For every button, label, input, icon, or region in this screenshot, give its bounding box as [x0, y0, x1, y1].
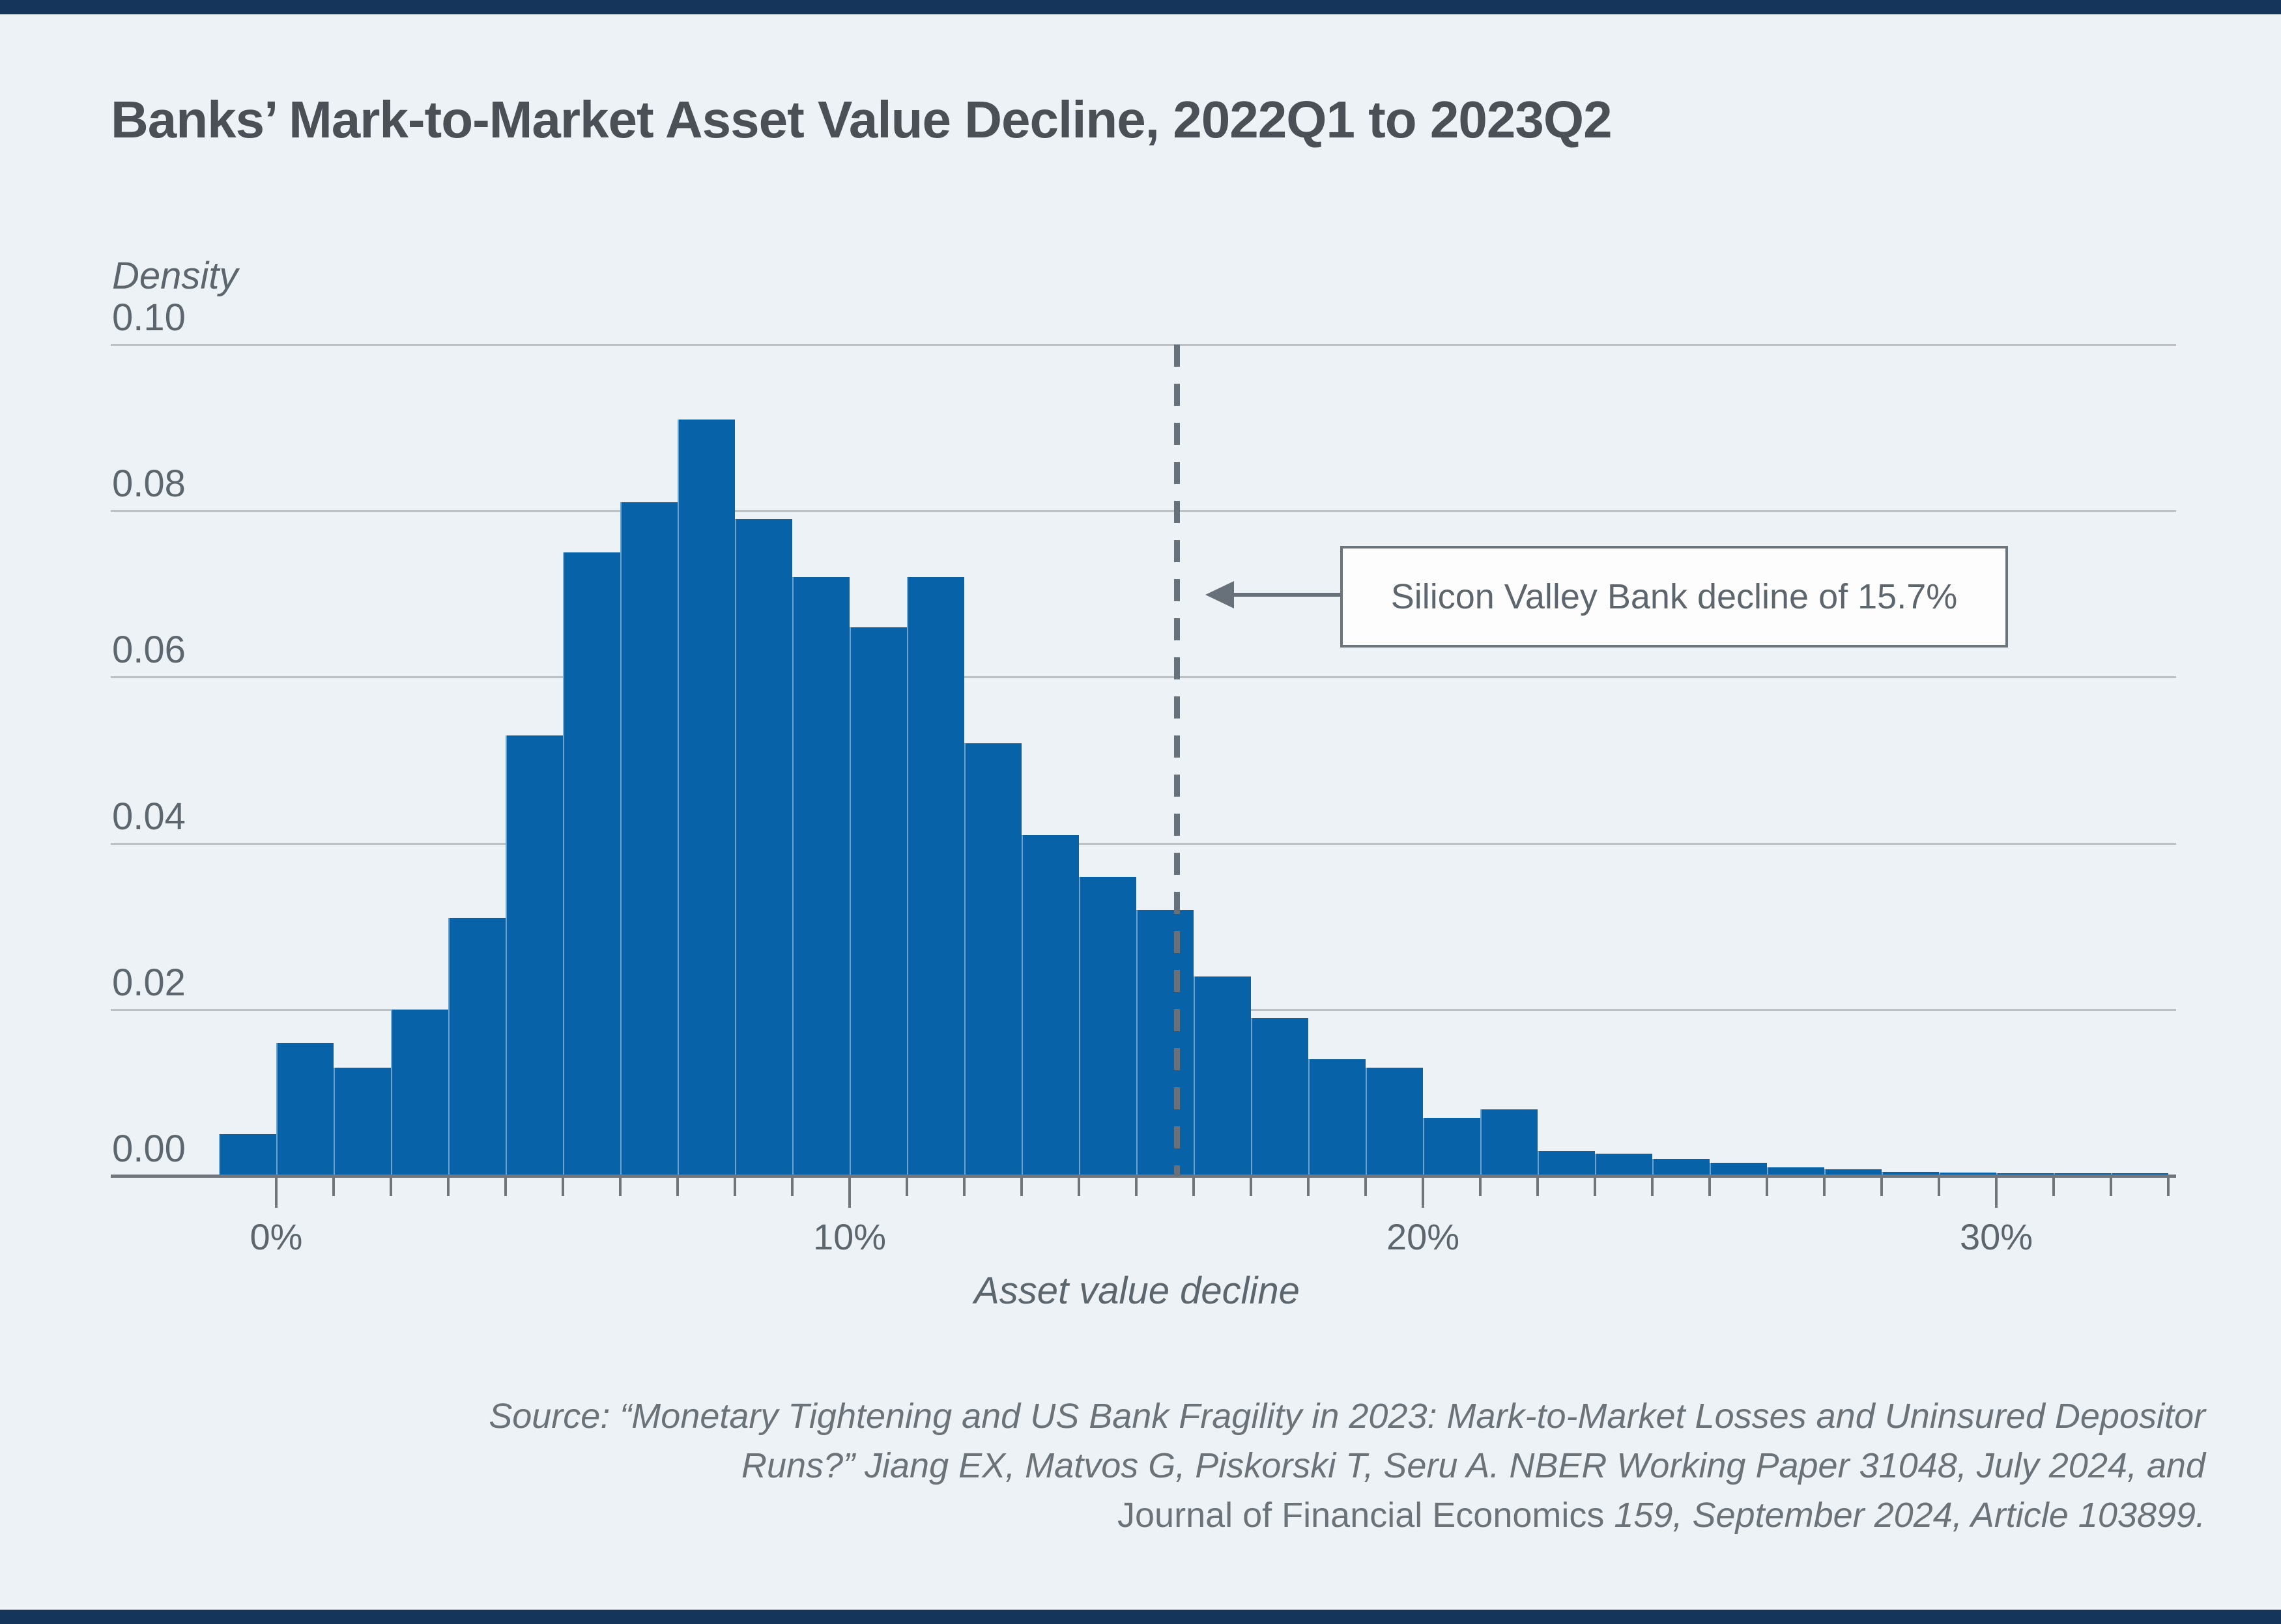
histogram-bar	[678, 420, 735, 1176]
histogram-bar	[391, 1010, 448, 1176]
histogram-bar	[506, 735, 563, 1176]
histogram-bar	[735, 519, 792, 1176]
x-tick	[1766, 1178, 1768, 1196]
x-tick-label: 30%	[1959, 1216, 2033, 1257]
x-tick	[2110, 1178, 2112, 1196]
x-axis-baseline	[111, 1175, 2176, 1178]
x-tick	[1594, 1178, 1596, 1196]
histogram-bar	[1366, 1068, 1423, 1176]
histogram-bar	[1308, 1059, 1366, 1176]
histogram-bar	[276, 1043, 334, 1176]
x-tick	[791, 1178, 794, 1196]
x-tick	[1307, 1178, 1310, 1196]
x-tick	[1823, 1178, 1826, 1196]
x-tick	[332, 1178, 335, 1196]
gridline	[111, 344, 2176, 346]
y-axis-title: Density	[112, 255, 238, 297]
histogram-bar	[1079, 877, 1136, 1176]
x-tick	[1078, 1178, 1080, 1196]
histogram-bar	[792, 577, 850, 1176]
y-tick-label: 0.00	[112, 1128, 186, 1170]
x-tick	[1020, 1178, 1023, 1196]
source-line-3-rest: 159, September 2024, Article 103899.	[1604, 1496, 2205, 1535]
histogram-bar	[1251, 1018, 1308, 1176]
x-tick	[906, 1178, 908, 1196]
histogram-bar	[219, 1134, 276, 1176]
chart-title: Banks’ Mark-to-Market Asset Value Declin…	[111, 91, 1613, 149]
x-tick	[562, 1178, 564, 1196]
x-tick	[1536, 1178, 1539, 1196]
x-tick	[1422, 1178, 1424, 1208]
y-tick-label: 0.06	[112, 629, 186, 672]
histogram-bar	[1595, 1154, 1652, 1176]
histogram-bar	[1824, 1169, 1882, 1176]
histogram-bar	[964, 743, 1022, 1176]
x-tick	[2167, 1178, 2170, 1196]
histogram-bar	[1939, 1173, 1996, 1176]
histogram-bar	[1136, 910, 1194, 1176]
x-tick	[1364, 1178, 1367, 1196]
x-tick	[1135, 1178, 1138, 1196]
x-tick	[848, 1178, 851, 1208]
histogram-bar	[1022, 835, 1079, 1176]
annotation-arrow-line	[1231, 593, 1342, 597]
x-tick	[1995, 1178, 1998, 1208]
source-line: Source: “Monetary Tightening and US Bank…	[489, 1397, 2205, 1436]
histogram-bar	[1538, 1151, 1595, 1176]
histogram-bar	[1480, 1109, 1538, 1176]
source-citation: Source: “Monetary Tightening and US Bank…	[489, 1391, 2205, 1540]
x-tick	[1938, 1178, 1940, 1196]
x-tick	[1250, 1178, 1252, 1196]
x-tick	[1880, 1178, 1883, 1196]
x-tick	[1479, 1178, 1482, 1196]
x-tick-label: 0%	[250, 1216, 303, 1257]
histogram-bar	[1710, 1163, 1767, 1176]
y-tick-label: 0.04	[112, 795, 186, 838]
x-tick	[963, 1178, 966, 1196]
histogram-bar	[907, 577, 964, 1176]
x-tick	[390, 1178, 392, 1196]
x-tick-label: 20%	[1386, 1216, 1460, 1257]
histogram-bar	[620, 502, 678, 1176]
histogram-bar	[1882, 1172, 1939, 1176]
x-tick	[1192, 1178, 1195, 1196]
histogram-bar	[1423, 1118, 1480, 1176]
top-accent-bar	[0, 0, 2281, 14]
histogram-bar	[448, 918, 506, 1176]
source-line: Journal of Financial Economics 159, Sept…	[489, 1490, 2205, 1540]
svb-annotation-box: Silicon Valley Bank decline of 15.7%	[1340, 546, 2008, 648]
journal-name: Journal of Financial Economics	[1117, 1496, 1605, 1535]
x-tick	[1651, 1178, 1654, 1196]
histogram-bar	[1194, 976, 1251, 1176]
x-tick	[676, 1178, 679, 1196]
x-tick	[447, 1178, 450, 1196]
gridline	[111, 510, 2176, 513]
histogram-bar	[334, 1068, 391, 1176]
y-tick-label: 0.10	[112, 296, 186, 339]
x-axis-title: Asset value decline	[974, 1270, 1300, 1312]
annotation-arrow-head-icon	[1205, 581, 1234, 608]
histogram-bar	[850, 627, 907, 1176]
gridline	[111, 842, 2176, 845]
x-tick	[619, 1178, 622, 1196]
y-tick-label: 0.02	[112, 961, 186, 1004]
y-tick-label: 0.08	[112, 463, 186, 506]
x-tick	[275, 1178, 278, 1208]
source-line: Runs?” Jiang EX, Matvos G, Piskorski T, …	[741, 1446, 2205, 1485]
x-tick	[2052, 1178, 2055, 1196]
histogram-bar	[1652, 1159, 1710, 1176]
x-tick-label: 10%	[812, 1216, 887, 1257]
x-tick	[504, 1178, 507, 1196]
histogram-bar	[1767, 1167, 1824, 1176]
x-tick	[734, 1178, 736, 1196]
svb-reference-dashed-line	[1173, 345, 1180, 1176]
svb-annotation-text: Silicon Valley Bank decline of 15.7%	[1390, 577, 1958, 616]
x-tick	[1708, 1178, 1711, 1196]
gridline	[111, 676, 2176, 679]
bottom-accent-bar	[0, 1610, 2281, 1624]
histogram-bar	[563, 552, 620, 1176]
